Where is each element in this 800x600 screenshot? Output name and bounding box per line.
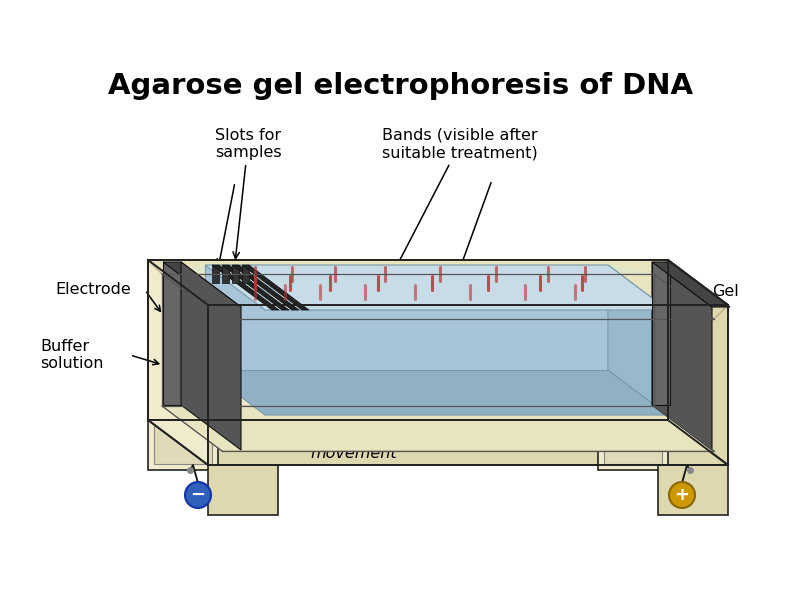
Text: Slots for
samples: Slots for samples (214, 128, 282, 259)
Text: Bands (visible after
suitable treatment): Bands (visible after suitable treatment) (382, 128, 538, 275)
Text: Direction of
movement: Direction of movement (310, 429, 403, 461)
Polygon shape (148, 260, 208, 465)
Circle shape (669, 482, 695, 508)
Polygon shape (608, 265, 668, 415)
Polygon shape (604, 420, 662, 464)
Polygon shape (232, 265, 299, 310)
Polygon shape (222, 265, 229, 283)
Polygon shape (148, 420, 218, 470)
Polygon shape (205, 265, 668, 310)
Polygon shape (163, 262, 241, 307)
Polygon shape (148, 260, 668, 420)
Polygon shape (181, 262, 241, 450)
Circle shape (185, 482, 211, 508)
Text: Buffer
solution: Buffer solution (40, 339, 103, 371)
Polygon shape (148, 420, 728, 465)
Polygon shape (205, 265, 608, 370)
Polygon shape (232, 265, 239, 283)
Polygon shape (242, 265, 249, 283)
Polygon shape (208, 465, 278, 515)
Text: +: + (674, 486, 690, 504)
Text: Gel: Gel (712, 284, 738, 299)
Polygon shape (162, 265, 654, 274)
Polygon shape (652, 262, 712, 450)
Polygon shape (148, 260, 728, 305)
Polygon shape (212, 265, 219, 283)
Polygon shape (205, 370, 668, 415)
Polygon shape (208, 305, 728, 319)
Polygon shape (668, 260, 728, 465)
Polygon shape (652, 262, 670, 405)
Polygon shape (222, 265, 289, 310)
Polygon shape (154, 420, 212, 464)
Polygon shape (148, 260, 668, 274)
Polygon shape (212, 265, 279, 310)
Polygon shape (658, 465, 728, 515)
Polygon shape (162, 406, 714, 451)
Polygon shape (163, 262, 181, 405)
Polygon shape (148, 260, 222, 319)
Polygon shape (652, 262, 730, 307)
Text: −: − (190, 486, 206, 504)
Polygon shape (598, 420, 668, 470)
Text: Electrode: Electrode (55, 283, 130, 298)
Polygon shape (654, 260, 728, 319)
Polygon shape (242, 265, 309, 310)
Text: Agarose gel electrophoresis of DNA: Agarose gel electrophoresis of DNA (107, 72, 693, 100)
